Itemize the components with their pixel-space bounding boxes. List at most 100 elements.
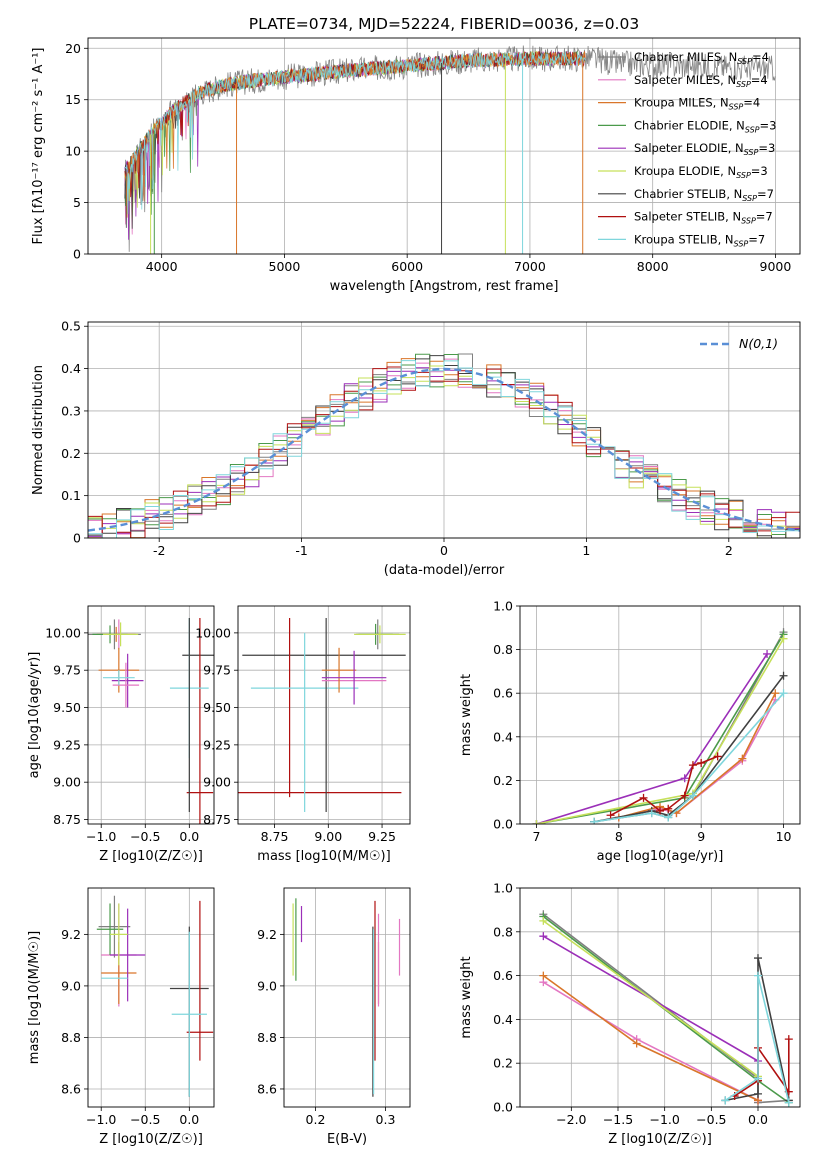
axes-frame <box>87 605 215 825</box>
x-tick-label: 9000 <box>760 259 792 274</box>
weight-point-marker <box>539 932 548 941</box>
x-tick-label: −0.5 <box>130 829 160 844</box>
x-tick-label: 0.3 <box>376 1112 396 1127</box>
mass_vs_ebv-plot <box>292 898 401 1097</box>
y-tick-label: 9.25 <box>203 737 231 752</box>
histogram-series <box>88 366 800 538</box>
x-tick-label: -1 <box>295 543 307 558</box>
weight-point-marker <box>656 806 664 815</box>
x-axis-label: Z [log10(Z/Z☉)] <box>608 1132 712 1147</box>
weight-series-line <box>542 920 759 1077</box>
x-tick-label: 9.00 <box>314 829 342 844</box>
histogram-series <box>88 360 800 538</box>
y-tick-label: 0.6 <box>493 686 513 701</box>
axes-frame <box>237 605 411 825</box>
weight-point-marker <box>539 916 548 925</box>
weight-point-marker <box>590 817 599 824</box>
legend: Chabrier MILES, NSSP=4 Salpeter MILES, NS… <box>598 50 776 248</box>
y-tick-label: 8.6 <box>61 1081 81 1096</box>
x-axis-label: mass [log10(M/M☉)] <box>257 849 390 864</box>
weight-point-marker <box>688 761 697 770</box>
weight-point-marker <box>639 793 648 802</box>
y-tick-label: 9.75 <box>203 663 231 678</box>
y-tick-label: 10 <box>65 144 81 159</box>
y-tick-label: 9.25 <box>53 737 81 752</box>
x-tick-label: −1.0 <box>86 829 116 844</box>
y-tick-label: 10.00 <box>45 625 81 640</box>
weight-series-line <box>542 974 759 1102</box>
x-axis-label: (data-model)/error <box>384 563 505 578</box>
axes-frame <box>87 321 801 539</box>
weight-point-marker <box>680 774 689 783</box>
x-tick-label: 4000 <box>146 259 178 274</box>
y-tick-label: 0.0 <box>493 1100 513 1115</box>
weight-point-marker <box>779 671 788 680</box>
weight-point-marker <box>680 791 689 800</box>
y-tick-label: 15 <box>65 92 81 107</box>
legend-entry-4: Salpeter ELODIE, NSSP=3 <box>634 141 775 157</box>
spectrum-series-line <box>124 51 586 215</box>
weight-point-marker <box>784 1098 793 1107</box>
y-axis-label: mass weight <box>459 674 474 756</box>
y-tick-label: 0.4 <box>493 1012 513 1027</box>
y-tick-label: 0.4 <box>493 729 513 744</box>
x-tick-label: 7000 <box>514 259 546 274</box>
x-tick-label: 10 <box>776 829 792 844</box>
x-axis-label: Z [log10(Z/Z☉)] <box>99 1132 203 1147</box>
weight-point-marker <box>754 1074 762 1083</box>
y-tick-label: 8.75 <box>203 812 231 827</box>
x-tick-label: −2.0 <box>556 1112 586 1127</box>
age_vs_Z-plot <box>88 617 214 824</box>
x-tick-label: 0 <box>440 543 448 558</box>
mass_vs_Z-axes: −1.0 −0.5 0.0 8.6 8.8 9.0 9.2 Z [log10(Z/Z☉)] ma… <box>27 887 215 1147</box>
weight-series-line <box>536 638 785 824</box>
y-tick-label: 8.75 <box>53 812 81 827</box>
y-tick-label: 10.00 <box>195 625 231 640</box>
x-tick-label: 9 <box>697 829 705 844</box>
weight-point-marker <box>688 791 697 800</box>
weight-point-marker <box>532 820 541 824</box>
x-axis-label: wavelength [Angstrom, rest frame] <box>330 279 559 294</box>
spectrum-axes: 4000 5000 6000 7000 8000 9000 0 5 10 15 20 waveleng… <box>31 37 801 294</box>
axes-frame <box>87 37 801 255</box>
x-tick-label: 0.0 <box>179 1112 199 1127</box>
y-tick-label: 9.2 <box>257 927 277 942</box>
residuals-axes: -2 -1 0 1 2 0 0.1 0.2 0.3 0.4 0.5 (data-model)/erro… <box>31 319 801 578</box>
axes-frame <box>283 887 411 1108</box>
y-tick-label: 0 <box>73 531 81 546</box>
y-tick-label: 9.50 <box>53 700 81 715</box>
weight-point-marker <box>697 758 706 767</box>
axes-frame <box>519 605 801 825</box>
legend-entry-7: Salpeter STELIB, NSSP=7 <box>634 210 773 226</box>
age_vs_mass-plot <box>238 617 406 813</box>
y-tick-label: 9.00 <box>53 775 81 790</box>
x-tick-label: 0.0 <box>748 1112 768 1127</box>
spectrum-plot <box>124 45 776 254</box>
weight-series-line <box>536 633 785 824</box>
x-tick-label: 7 <box>532 829 540 844</box>
y-tick-label: 20 <box>65 41 81 56</box>
y-tick-label: 9.0 <box>257 978 277 993</box>
weight-point-marker <box>771 689 780 698</box>
y-tick-label: 0.2 <box>61 446 81 461</box>
y-tick-label: 0.4 <box>61 361 81 376</box>
axes-frame <box>87 887 215 1108</box>
x-tick-label: −0.5 <box>696 1112 726 1127</box>
axes-frame <box>519 887 801 1108</box>
weight_vs_age-plot <box>532 628 788 824</box>
y-tick-label: 0 <box>73 247 81 262</box>
age_vs_mass-axes: 8.75 9.00 9.25 8.75 9.00 9.25 9.50 9.75 10.00 mas… <box>195 605 411 864</box>
y-tick-label: 1.0 <box>493 881 513 896</box>
legend-entry-2: Kroupa MILES, NSSP=4 <box>634 96 760 112</box>
y-tick-label: 1.0 <box>493 599 513 614</box>
weight-point-marker <box>664 813 673 822</box>
weight-point-marker <box>738 754 747 763</box>
weight-point-marker <box>779 634 788 643</box>
legend-entry-8: Kroupa STELIB, NSSP=7 <box>634 232 765 248</box>
y-tick-label: 9.75 <box>53 663 81 678</box>
x-tick-label: 8 <box>615 829 623 844</box>
weight-point-marker <box>754 1089 762 1098</box>
x-tick-label: −1.0 <box>86 1112 116 1127</box>
x-tick-label: 0.0 <box>179 829 199 844</box>
